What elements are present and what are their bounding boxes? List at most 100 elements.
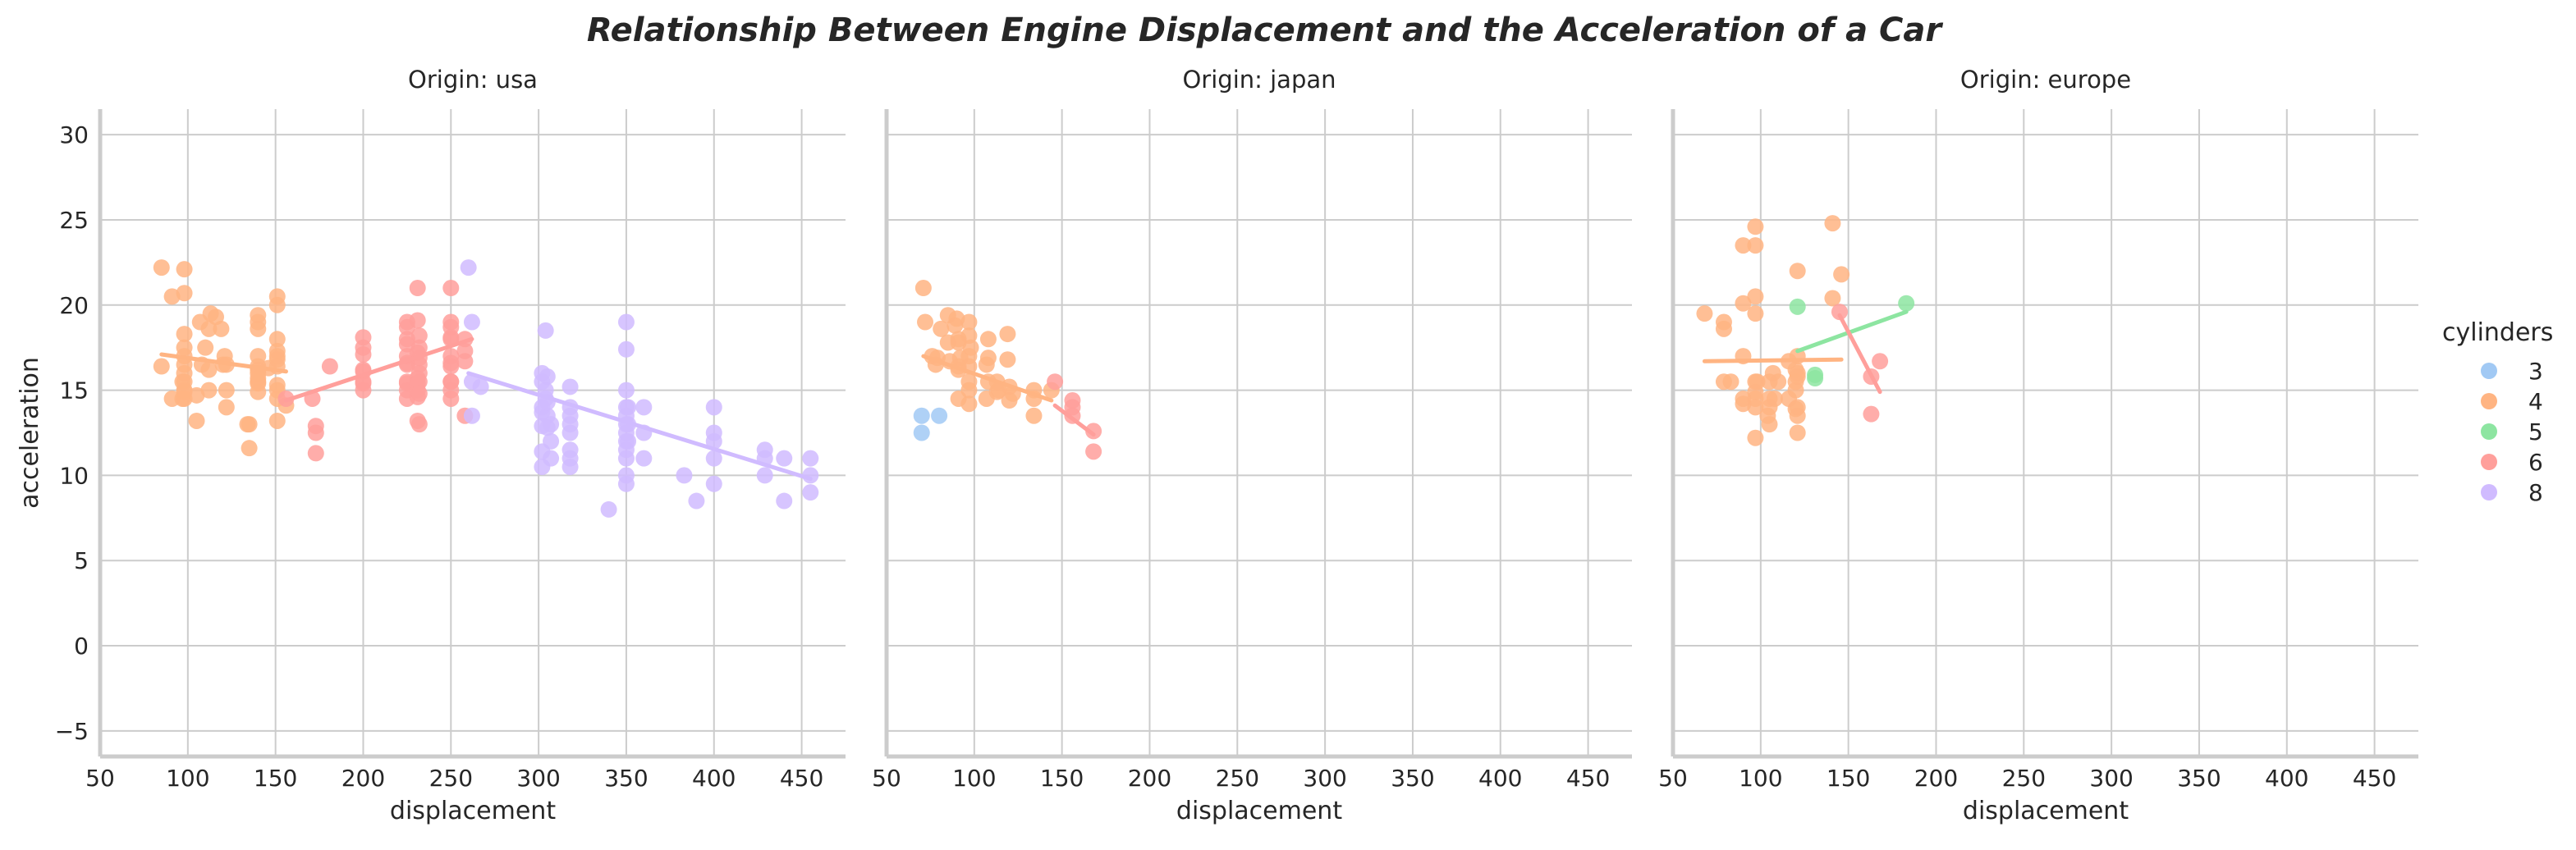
- y-tick-label: 15: [59, 377, 89, 404]
- data-point: [1747, 288, 1764, 305]
- data-point: [979, 331, 997, 348]
- data-point: [472, 378, 489, 395]
- legend-marker: [2481, 484, 2497, 500]
- data-point: [543, 416, 560, 433]
- data-point: [635, 450, 653, 467]
- data-point: [1722, 373, 1739, 391]
- data-point: [1898, 295, 1915, 312]
- data-point: [442, 329, 460, 346]
- legend-title: cylinders: [2442, 318, 2553, 347]
- data-point: [1789, 263, 1806, 280]
- data-point: [543, 432, 560, 450]
- data-point: [241, 416, 258, 433]
- regression-line: [921, 354, 1054, 403]
- x-tick-label: 400: [2265, 765, 2308, 792]
- facet-panel-2: Origin: europe 50 100 150 200 250 300 350 400 450…: [1658, 66, 2418, 825]
- data-point: [456, 342, 474, 359]
- data-point: [1789, 424, 1806, 441]
- data-point: [410, 327, 428, 345]
- data-point: [176, 356, 193, 373]
- data-point: [176, 261, 193, 278]
- data-point: [1747, 429, 1764, 446]
- y-tick-label: 10: [59, 462, 89, 489]
- x-axis-label: displacement: [1963, 797, 2129, 825]
- x-tick-label: 150: [254, 765, 297, 792]
- series-4: [153, 259, 295, 457]
- x-tick-label: 300: [1303, 765, 1346, 792]
- data-point: [1863, 405, 1880, 423]
- data-point: [620, 432, 637, 450]
- legend: cylinders 3 4 5 6 8: [2442, 318, 2553, 506]
- legend-marker: [2481, 393, 2497, 409]
- data-point: [442, 354, 460, 372]
- x-tick-label: 150: [1827, 765, 1870, 792]
- data-point: [153, 358, 170, 375]
- x-axis-label: displacement: [390, 797, 556, 825]
- y-tick-label: 5: [74, 547, 89, 574]
- data-point: [962, 339, 979, 356]
- x-tick-label: 350: [1391, 765, 1434, 792]
- data-point: [307, 445, 324, 462]
- series-4: [914, 280, 1060, 424]
- x-tick-label: 450: [2353, 765, 2396, 792]
- series-3: [913, 407, 948, 441]
- x-tick-label: 100: [952, 765, 996, 792]
- data-point: [913, 424, 930, 441]
- facet-title: Origin: europe: [1960, 66, 2131, 94]
- x-tick-label: 300: [516, 765, 560, 792]
- x-tick-label: 400: [1478, 765, 1522, 792]
- legend-label: 4: [2528, 388, 2543, 415]
- facet-panel-1: Origin: japan 50 100 150 200 250 300 350 400 450 d…: [872, 66, 1632, 825]
- data-point: [307, 424, 324, 441]
- data-point: [176, 285, 193, 302]
- series-4: [1696, 215, 1850, 446]
- data-point: [617, 340, 635, 358]
- data-point: [1696, 305, 1713, 322]
- data-point: [410, 373, 428, 391]
- data-point: [561, 450, 579, 467]
- legend-label: 5: [2528, 418, 2543, 446]
- data-point: [410, 385, 428, 402]
- data-point: [600, 500, 617, 518]
- data-point: [463, 407, 480, 424]
- data-point: [1824, 290, 1841, 307]
- x-tick-label: 250: [1216, 765, 1259, 792]
- x-axis-label: displacement: [1176, 797, 1342, 825]
- x-tick-label: 50: [1658, 765, 1688, 792]
- data-point: [705, 424, 722, 441]
- data-point: [756, 467, 773, 484]
- regression-line: [466, 371, 813, 482]
- data-point: [620, 399, 637, 416]
- data-point: [756, 441, 773, 459]
- series-8: [460, 259, 819, 518]
- y-tick-label: 20: [59, 292, 89, 319]
- data-point: [933, 320, 950, 337]
- data-point: [355, 339, 372, 356]
- data-point: [1831, 304, 1848, 321]
- data-point: [268, 331, 286, 348]
- x-tick-label: 50: [85, 765, 115, 792]
- regression-line: [1795, 309, 1909, 354]
- y-tick-label: 30: [59, 121, 89, 149]
- data-point: [241, 440, 258, 457]
- data-point: [802, 484, 819, 501]
- x-tick-label: 450: [1566, 765, 1610, 792]
- data-point: [617, 382, 635, 399]
- data-point: [442, 280, 460, 297]
- x-tick-label: 450: [780, 765, 823, 792]
- data-point: [1807, 370, 1824, 387]
- y-axis-label: acceleration: [16, 357, 44, 509]
- data-point: [1064, 392, 1081, 409]
- x-tick-label: 250: [429, 765, 473, 792]
- data-point: [1789, 298, 1806, 315]
- data-point: [688, 492, 705, 510]
- legend-label: 8: [2528, 479, 2543, 506]
- data-point: [188, 412, 205, 429]
- series-6: [1831, 304, 1889, 423]
- facet-title: Origin: japan: [1182, 66, 1336, 94]
- data-point: [539, 368, 556, 385]
- data-point: [200, 361, 218, 378]
- series-5: [1789, 295, 1915, 387]
- series-6: [277, 280, 474, 462]
